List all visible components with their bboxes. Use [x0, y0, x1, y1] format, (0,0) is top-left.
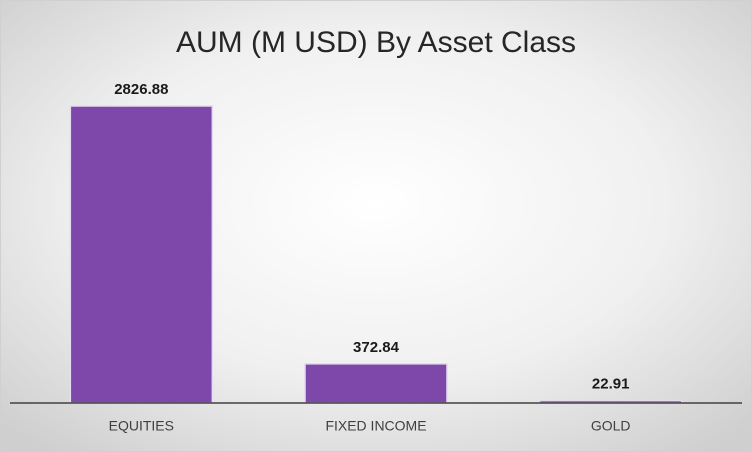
x-tick-label: EQUITIES: [109, 418, 174, 434]
bar: [69, 105, 214, 404]
bar: [304, 363, 448, 404]
data-label: 372.84: [353, 339, 400, 356]
x-tick-label: FIXED INCOME: [325, 418, 426, 434]
x-tick-label: GOLD: [591, 418, 631, 434]
data-label: 22.91: [592, 376, 630, 393]
chart-title: AUM (M USD) By Asset Class: [176, 26, 576, 59]
data-label: 2826.88: [114, 81, 168, 98]
